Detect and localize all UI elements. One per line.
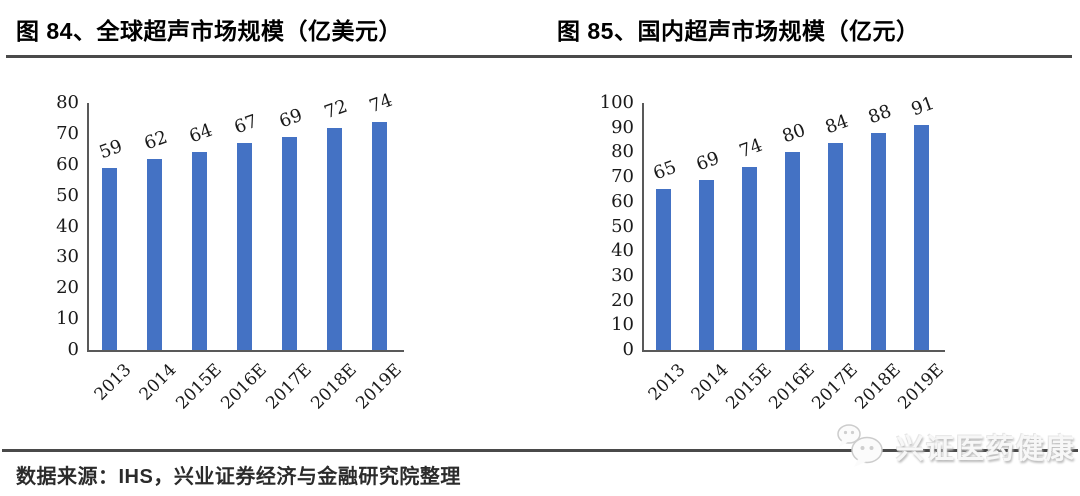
bar-chart-global-ultrasound-market: 0 10 20 30 40 50 60 70 80 59 2013 62 2014 64 2015E 67 20… xyxy=(40,85,520,430)
x-axis-tick-label: 2019E xyxy=(894,360,948,414)
chart-title-global-ultrasound: 图 84、全球超声市场规模（亿美元） xyxy=(16,18,402,44)
x-axis-tick-label: 2016E xyxy=(765,360,819,414)
watermark-label: 兴证医药健康 xyxy=(895,433,1076,464)
bar xyxy=(282,136,297,350)
y-axis-tick-label: 90 xyxy=(611,116,634,138)
y-axis-tick-label: 0 xyxy=(67,339,79,360)
y-axis-tick-label: 40 xyxy=(56,215,79,237)
x-axis-tick-label: 2013 xyxy=(644,360,690,405)
bar xyxy=(656,189,671,350)
bar xyxy=(102,167,117,350)
watermark-brand: 兴证医药健康 xyxy=(834,422,1076,472)
bar xyxy=(327,127,342,350)
y-axis-tick-label: 70 xyxy=(611,166,634,188)
y-axis-tick-label: 10 xyxy=(56,308,79,330)
bar xyxy=(192,152,207,350)
x-axis-tick-label: 2017E xyxy=(262,360,316,414)
bar xyxy=(372,121,387,350)
bar xyxy=(742,167,757,350)
y-axis-tick-label: 20 xyxy=(611,289,634,311)
y-axis-tick-label: 40 xyxy=(611,240,634,262)
x-axis-tick-label: 2013 xyxy=(90,360,136,405)
y-axis-tick-label: 100 xyxy=(599,92,634,113)
x-axis-tick-label: 2017E xyxy=(808,360,862,414)
header-divider-line xyxy=(6,55,1072,58)
y-axis-tick-label: 0 xyxy=(622,339,634,360)
y-axis-tick-label: 80 xyxy=(611,141,634,163)
bar xyxy=(147,158,162,350)
y-axis-tick-label: 60 xyxy=(56,153,79,175)
x-axis-tick-label: 2015E xyxy=(722,360,776,414)
chart-title-domestic-ultrasound: 图 85、国内超声市场规模（亿元） xyxy=(557,18,920,44)
y-axis-tick-label: 20 xyxy=(56,277,79,299)
y-axis-tick-label: 10 xyxy=(611,314,634,336)
y-axis-tick-label: 50 xyxy=(611,215,634,237)
bar xyxy=(828,142,843,350)
bar xyxy=(237,143,252,350)
bar-chart-domestic-ultrasound-market: 0 10 20 30 40 50 60 70 80 90 100 65 2013 69 2014 74 2015… xyxy=(595,85,1075,430)
y-axis-tick-label: 50 xyxy=(56,184,79,206)
plot-area xyxy=(642,103,945,352)
bar xyxy=(914,125,929,350)
x-axis-tick-label: 2015E xyxy=(172,360,226,414)
wechat-chat-bubbles-icon xyxy=(837,424,883,467)
y-axis-tick-label: 80 xyxy=(56,92,79,113)
bar xyxy=(699,179,714,350)
plot-area xyxy=(87,103,404,352)
x-axis-tick-label: 2019E xyxy=(352,360,406,414)
x-axis-tick-label: 2016E xyxy=(217,360,271,414)
bar xyxy=(785,152,800,350)
y-axis-tick-label: 30 xyxy=(611,264,634,286)
y-axis-tick-label: 60 xyxy=(611,190,634,212)
x-axis-tick-label: 2018E xyxy=(307,360,361,414)
y-axis-tick-label: 70 xyxy=(56,122,79,144)
footer-divider-line xyxy=(2,449,1078,452)
x-axis-tick-label: 2018E xyxy=(851,360,905,414)
bar xyxy=(871,132,886,350)
y-axis-tick-label: 30 xyxy=(56,246,79,268)
data-source-note: 数据来源：IHS，兴业证券经济与金融研究院整理 xyxy=(16,466,461,488)
